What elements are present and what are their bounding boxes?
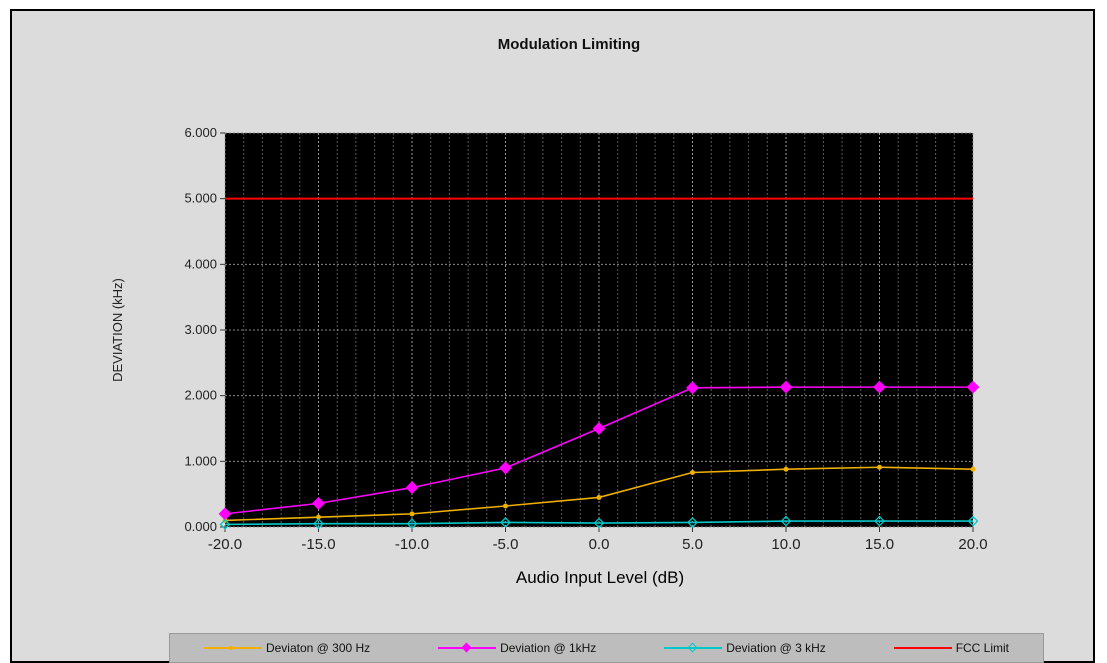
legend-item-2: Deviation @ 3 kHz [664, 641, 826, 655]
data-point [686, 381, 699, 395]
data-point [405, 481, 419, 495]
data-point [967, 515, 979, 527]
x-tick-label: -5.0 [493, 536, 519, 553]
x-tick-label: 10.0 [771, 536, 800, 553]
data-point [313, 518, 324, 530]
x-axis-label: Audio Input Level (dB) [516, 568, 684, 587]
legend-swatch [893, 647, 952, 649]
chart-svg: Modulation Limiting 0.000 1.000 2.000 3.000… [110, 36, 988, 587]
legend-label: Deviaton @ 300 Hz [265, 641, 371, 655]
legend-item-1: Deviation @ 1kHz [438, 641, 596, 655]
data-point [873, 380, 886, 394]
x-tick-label: 5.0 [682, 536, 703, 553]
legend: Deviaton @ 300 Hz Deviation @ 1kHz Deviati… [169, 633, 1044, 663]
legend-swatch [664, 642, 723, 653]
legend-label: Deviation @ 1kHz [500, 641, 597, 655]
series-1 [218, 380, 980, 521]
data-point [970, 466, 976, 472]
y-axis-ticks: 0.000 1.000 2.000 3.000 4.000 5.000 6.000 [184, 125, 225, 534]
legend-marker [461, 642, 472, 653]
y-tick-label: 5.000 [184, 191, 217, 206]
data-point [687, 516, 698, 528]
data-point [500, 516, 511, 528]
data-point [780, 515, 792, 527]
data-point [409, 511, 415, 517]
y-tick-label: 4.000 [184, 256, 217, 271]
y-tick-label: 3.000 [184, 322, 217, 337]
data-point [219, 518, 231, 530]
y-tick-label: 1.000 [184, 453, 217, 468]
series-2 [219, 515, 979, 530]
legend-item-3: FCC Limit [893, 641, 1010, 655]
series-layer [218, 197, 980, 530]
data-point [316, 514, 321, 520]
x-tick-label: 20.0 [958, 536, 987, 553]
chart-frame: Modulation Limiting 0.000 1.000 2.000 3.000… [10, 9, 1095, 663]
x-axis-ticks: -20.0 -15.0 -10.0 -5.0 0.0 5.0 10.0 15.0 20.0 [208, 527, 988, 553]
y-tick-label: 2.000 [184, 388, 217, 403]
data-point [874, 515, 885, 527]
y-tick-label: 0.000 [184, 519, 217, 534]
y-tick-label: 6.000 [184, 125, 217, 140]
x-tick-label: -10.0 [395, 536, 429, 553]
data-point [503, 503, 508, 509]
legend-label: Deviation @ 3 kHz [726, 641, 826, 655]
data-point [593, 517, 605, 529]
legend-item-0: Deviaton @ 300 Hz [203, 641, 371, 655]
data-point [690, 469, 695, 475]
data-point [312, 496, 325, 510]
data-point [877, 464, 882, 470]
legend-marker [228, 646, 233, 650]
legend-swatch [203, 646, 262, 650]
x-tick-label: 0.0 [589, 536, 610, 553]
chart-title: Modulation Limiting [498, 36, 640, 53]
x-tick-label: -15.0 [301, 536, 335, 553]
legend-swatch [438, 642, 497, 653]
data-point [499, 461, 512, 475]
data-point [783, 466, 789, 472]
series-line [224, 520, 973, 526]
data-point [779, 380, 793, 394]
data-point [406, 518, 418, 530]
x-tick-label: -20.0 [208, 536, 242, 553]
data-point [596, 494, 602, 500]
data-point [592, 422, 606, 435]
y-axis-label: DEVIATION (kHz) [110, 278, 125, 382]
data-point [966, 380, 980, 394]
legend-label: FCC Limit [955, 641, 1010, 655]
legend-marker [687, 642, 698, 653]
x-tick-label: 15.0 [865, 536, 894, 553]
series-0 [222, 464, 976, 523]
